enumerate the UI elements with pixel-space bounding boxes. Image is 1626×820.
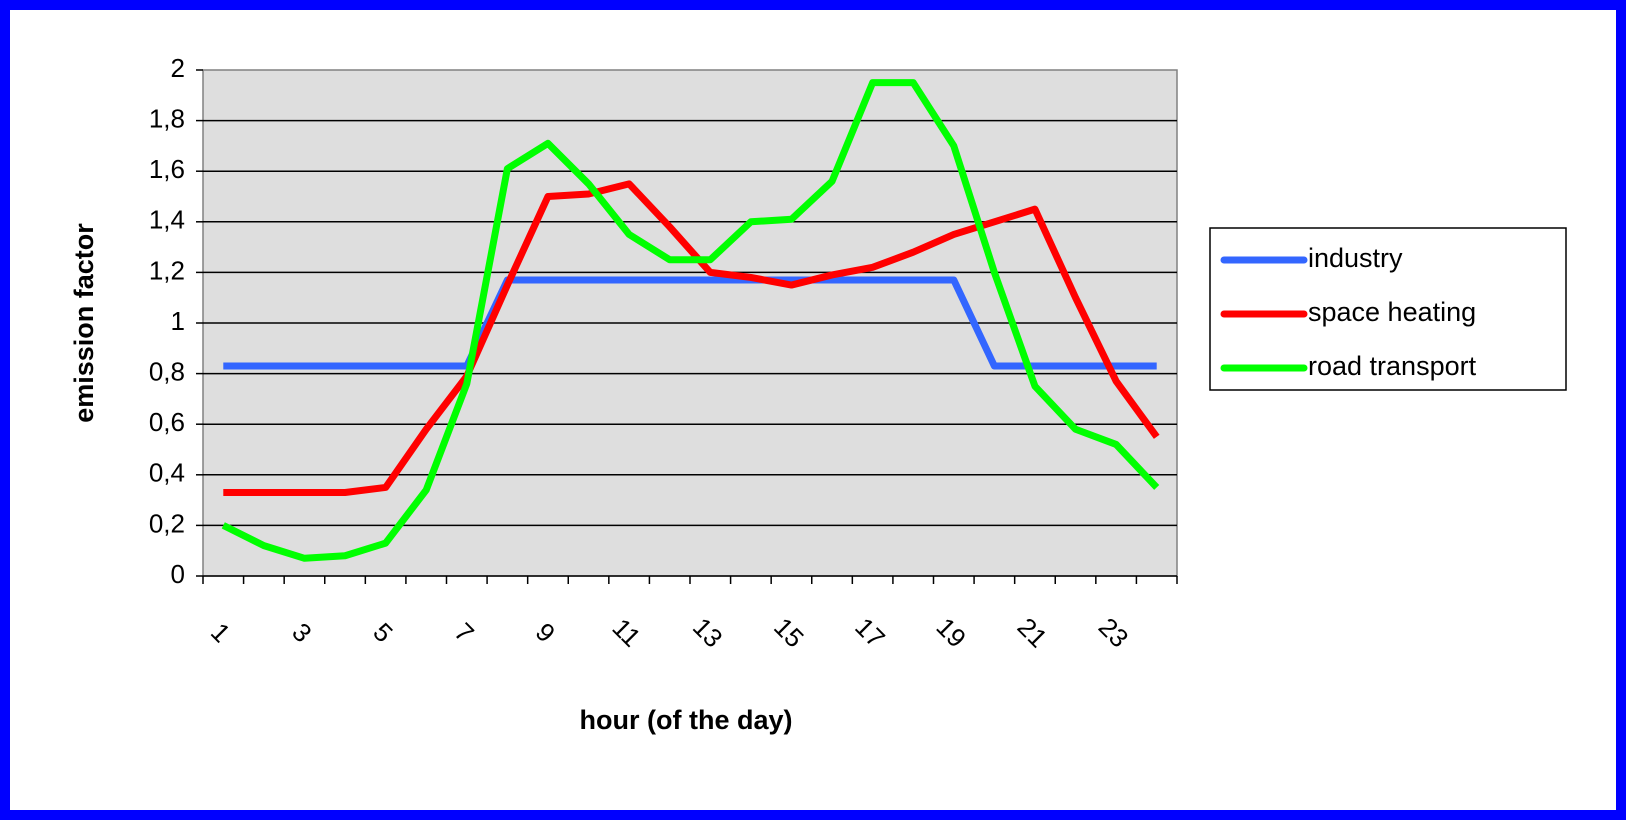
y-tick-label: 1,2 [149, 255, 185, 285]
y-tick-label: 0,4 [149, 458, 185, 488]
line-series [223, 180, 1160, 497]
legend-label: road transport [1308, 351, 1477, 381]
y-axis-label: emission factor [69, 223, 99, 423]
y-tick-label: 2 [171, 53, 185, 83]
y-tick-label: 1,4 [149, 205, 185, 235]
line-series [221, 79, 1160, 562]
x-axis-label: hour (of the day) [580, 705, 793, 735]
y-tick-label: 0,6 [149, 407, 185, 437]
y-tick-label: 1,6 [149, 154, 185, 184]
y-tick-label: 0 [171, 559, 185, 589]
y-tick-label: 1,8 [149, 103, 185, 133]
y-tick-label: 1 [171, 306, 185, 336]
y-tick-label: 0,8 [149, 356, 185, 386]
legend-label: industry [1308, 243, 1403, 273]
legend-box [1209, 227, 1567, 391]
legend-label: space heating [1308, 297, 1476, 327]
line-series [223, 276, 1157, 370]
y-tick-label: 0,2 [149, 508, 185, 538]
